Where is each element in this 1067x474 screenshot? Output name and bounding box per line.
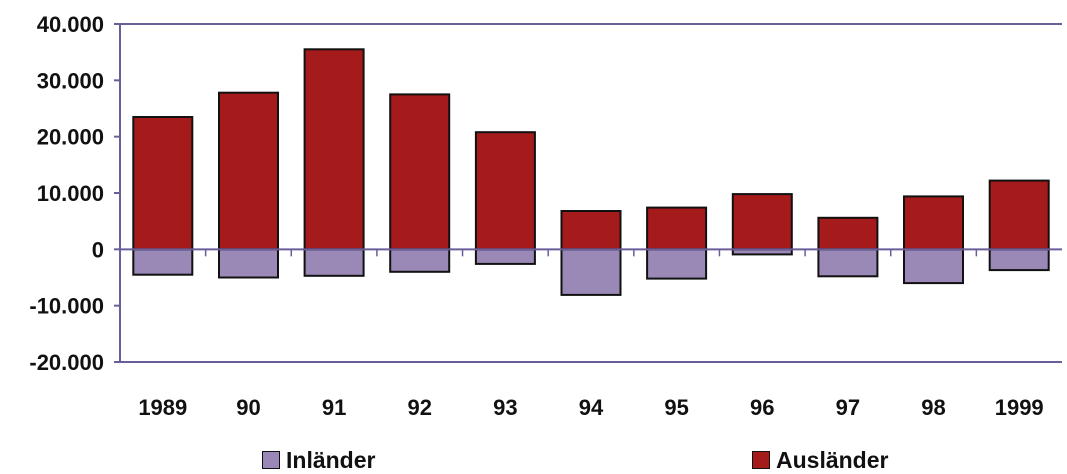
bar-auslaender-96 [731, 193, 793, 251]
legend-swatch-auslaender [752, 451, 770, 469]
x-axis-ticks: 1989 90 91 92 93 94 95 96 97 98 1999 [138, 395, 1043, 420]
bar-auslaender-95 [646, 206, 708, 251]
zero-line-group [120, 248, 1062, 257]
bar-inlaender-97 [817, 248, 879, 278]
y-tick-label: 40.000 [37, 12, 104, 37]
bar-inlaender-91 [303, 248, 365, 277]
bar-inlaender-1999 [988, 248, 1050, 272]
bar-inlaender-1989 [132, 248, 194, 276]
y-tick-label: 30.000 [37, 68, 104, 93]
bar-inlaender-90 [218, 248, 279, 279]
bar-inlaender-93 [474, 248, 536, 265]
y-tick-label: -20.000 [29, 350, 104, 375]
x-tick-label: 94 [579, 395, 604, 420]
legend-item-auslaender: Ausländer [752, 446, 888, 474]
x-tick-label: 91 [322, 395, 346, 420]
x-tick-label: 95 [664, 395, 688, 420]
x-tick-label: 98 [921, 395, 945, 420]
bar-auslaender-98 [903, 195, 964, 251]
bar-auslaender-1989 [132, 116, 194, 251]
bar-inlaender-94 [560, 248, 622, 296]
bar-inlaender-92 [389, 248, 451, 273]
y-tick-label: 10.000 [37, 181, 104, 206]
x-tick-label: 90 [236, 395, 260, 420]
bar-auslaender-93 [474, 131, 536, 251]
bar-auslaender-90 [218, 91, 279, 251]
legend-label-inlaender: Inländer [286, 446, 376, 473]
x-tick-label: 92 [407, 395, 431, 420]
bar-inlaender-98 [903, 248, 964, 285]
bar-inlaender-95 [646, 248, 708, 280]
x-tick-label: 93 [493, 395, 517, 420]
y-axis-ticks: 40.000 30.000 20.000 10.000 0 -10.000 -20.000 [29, 12, 120, 375]
bar-auslaender-92 [389, 93, 451, 251]
bars [132, 48, 1050, 296]
y-tick-label: 20.000 [37, 125, 104, 150]
bar-auslaender-1999 [988, 179, 1050, 251]
x-tick-label: 96 [750, 395, 774, 420]
bar-chart: 40.00030.00020.00010.0000-10.000-20.000 … [29, 12, 1062, 420]
y-tick-label: 0 [92, 237, 104, 262]
bar-auslaender-97 [817, 216, 879, 251]
y-tick-label: -10.000 [29, 294, 104, 319]
legend-item-inlaender: Inländer [262, 446, 375, 474]
x-tick-label: 1999 [995, 395, 1044, 420]
legend-label-auslaender: Ausländer [776, 446, 889, 473]
bar-auslaender-91 [303, 48, 365, 251]
x-tick-label: 1989 [138, 395, 187, 420]
legend-swatch-inlaender [262, 451, 280, 469]
bar-auslaender-94 [560, 210, 622, 251]
x-tick-label: 97 [836, 395, 860, 420]
